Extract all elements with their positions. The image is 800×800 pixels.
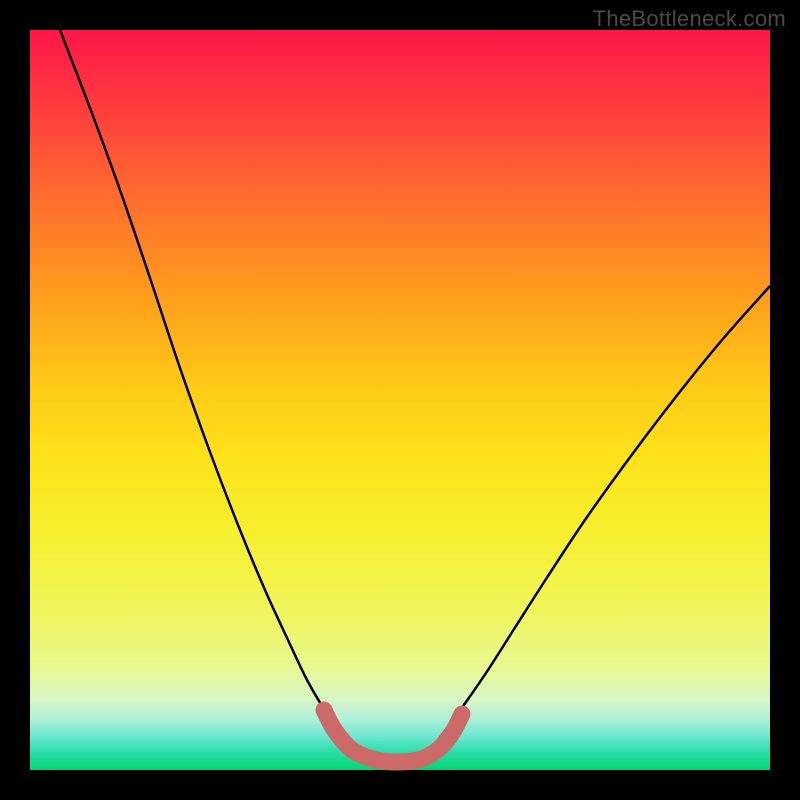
curve-layer: [30, 30, 770, 770]
curve-left: [60, 30, 346, 740]
curve-right: [438, 286, 770, 740]
watermark-text: TheBottleneck.com: [593, 6, 786, 32]
plot-area: [30, 30, 770, 770]
highlight-trough: [324, 710, 462, 762]
